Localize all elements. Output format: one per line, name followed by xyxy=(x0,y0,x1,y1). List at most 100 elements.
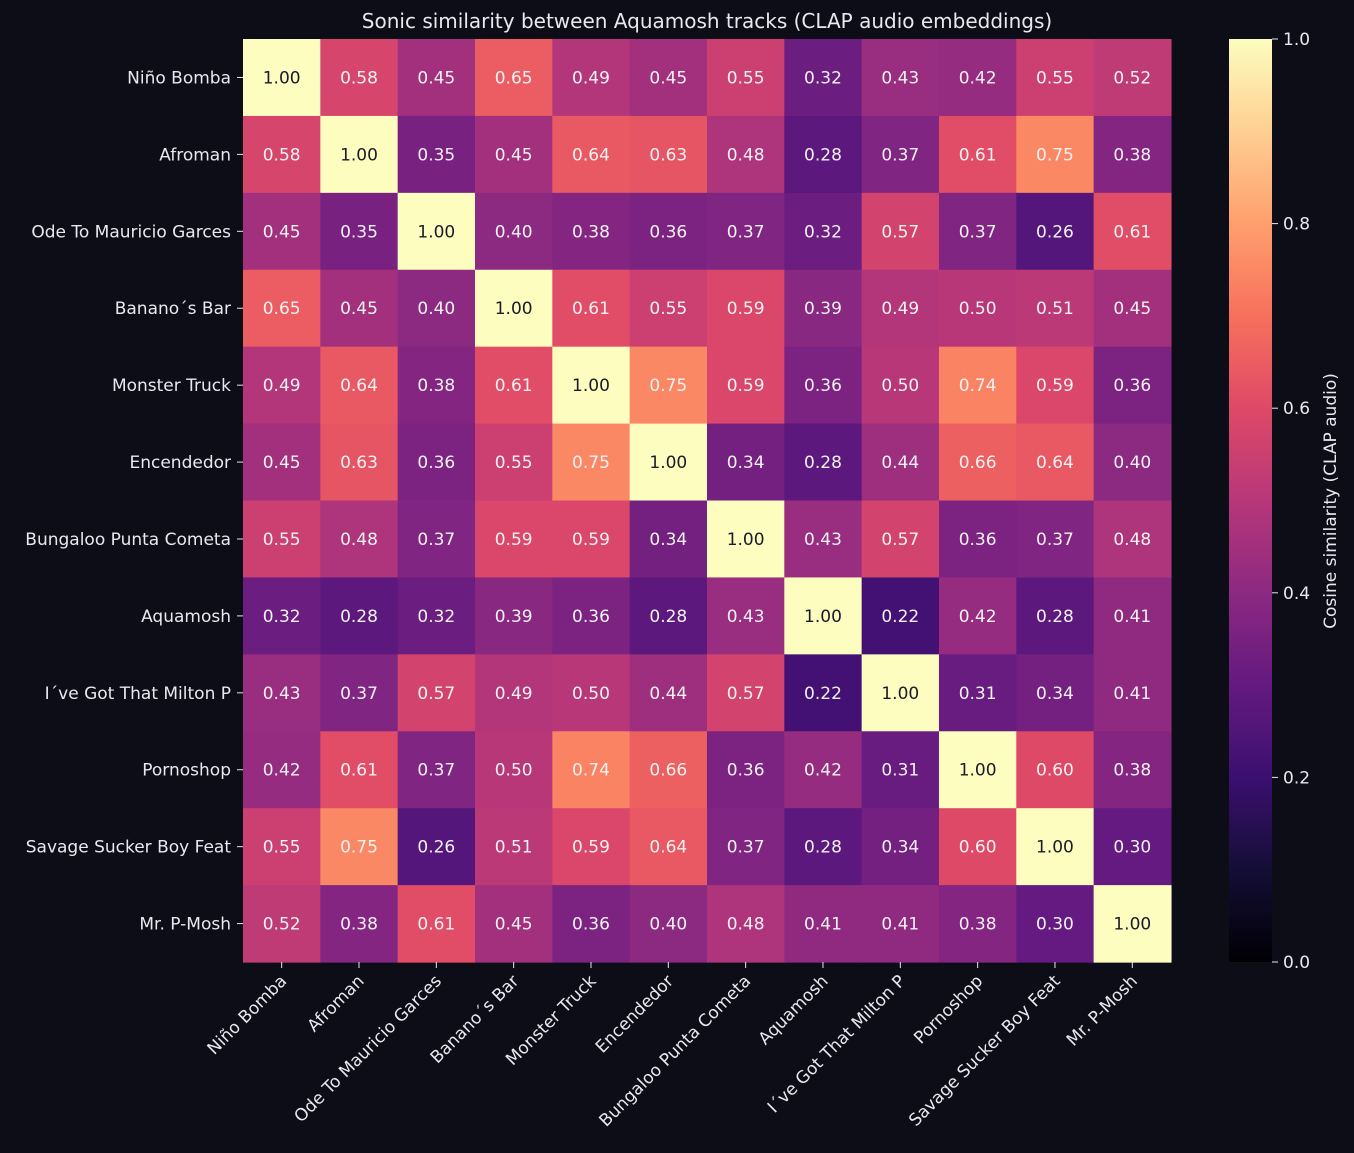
heatmap-cell-value: 0.28 xyxy=(804,838,842,858)
heatmap-cell-value: 0.40 xyxy=(417,299,455,319)
heatmap-cell-value: 0.50 xyxy=(959,299,997,319)
heatmap-cell-value: 0.37 xyxy=(959,222,997,242)
heatmap-cell xyxy=(861,885,940,963)
heatmap-cell xyxy=(320,808,399,886)
heatmap-cell xyxy=(938,346,1017,425)
heatmap-cell xyxy=(938,115,1017,194)
heatmap-cell-value: 0.61 xyxy=(417,915,455,935)
heatmap-cell xyxy=(784,423,863,502)
heatmap-cell xyxy=(706,39,785,117)
heatmap-cell-value: 1.00 xyxy=(727,530,765,550)
heatmap-cell-value: 0.49 xyxy=(263,376,301,396)
heatmap-cell xyxy=(629,654,708,732)
heatmap-cell-value: 0.61 xyxy=(1113,222,1151,242)
heatmap-cell xyxy=(706,885,785,963)
heatmap-cell xyxy=(629,192,708,271)
heatmap-cell xyxy=(861,808,940,886)
heatmap-cell xyxy=(1093,115,1172,194)
heatmap-cell xyxy=(629,39,708,117)
heatmap-cell-value: 0.65 xyxy=(263,299,301,319)
heatmap-cell xyxy=(938,577,1017,655)
heatmap-cell-value: 1.00 xyxy=(263,68,301,88)
colorbar-tick-label: 0.8 xyxy=(1283,215,1310,235)
heatmap-cell xyxy=(861,423,940,502)
heatmap-cell-value: 0.44 xyxy=(881,453,919,473)
heatmap-cell-value: 0.45 xyxy=(495,915,533,935)
heatmap-cell-value: 0.42 xyxy=(959,68,997,88)
row-tick-label: Bungaloo Punta Cometa xyxy=(25,530,231,550)
heatmap-cell-value: 0.41 xyxy=(1113,607,1151,627)
heatmap-cell-value: 0.65 xyxy=(495,68,533,88)
heatmap-cell-value: 0.32 xyxy=(417,607,455,627)
heatmap-cell xyxy=(320,423,399,502)
heatmap-cell-value: 1.00 xyxy=(1036,838,1074,858)
heatmap-cell xyxy=(629,808,708,886)
heatmap-cell-value: 0.39 xyxy=(804,299,842,319)
heatmap-cells xyxy=(243,39,1172,963)
heatmap-cell xyxy=(784,500,863,579)
heatmap-cell xyxy=(629,423,708,502)
heatmap-cell-value: 0.57 xyxy=(727,684,765,704)
heatmap-cell xyxy=(629,885,708,963)
heatmap-cell xyxy=(938,192,1017,271)
heatmap-cell xyxy=(1093,654,1172,732)
heatmap-cell xyxy=(552,192,631,271)
heatmap-cell-value: 0.26 xyxy=(417,838,455,858)
heatmap-cell-value: 0.40 xyxy=(1113,453,1151,473)
heatmap-cell xyxy=(1093,577,1172,655)
heatmap-cell-value: 1.00 xyxy=(495,299,533,319)
heatmap-cell xyxy=(938,500,1017,579)
heatmap-cell-value: 0.41 xyxy=(1113,684,1151,704)
heatmap-cell-value: 0.50 xyxy=(881,376,919,396)
heatmap-cell xyxy=(397,192,476,271)
heatmap-cell xyxy=(243,731,321,809)
colorbar-tick-label: 0.0 xyxy=(1283,953,1310,973)
heatmap-cell-value: 0.38 xyxy=(417,376,455,396)
heatmap-cell-value: 0.55 xyxy=(649,299,687,319)
heatmap-cell xyxy=(1016,808,1095,886)
heatmap-cell-value: 0.49 xyxy=(881,299,919,319)
heatmap-cell xyxy=(552,423,631,502)
heatmap-cell-value: 0.35 xyxy=(340,222,378,242)
heatmap-cell xyxy=(552,654,631,732)
heatmap-cell xyxy=(784,577,863,655)
heatmap-cell-value: 0.49 xyxy=(495,684,533,704)
row-tick-label: I´ve Got That Milton P xyxy=(45,684,231,704)
heatmap-cell-value: 0.59 xyxy=(495,530,533,550)
heatmap-cell-value: 0.42 xyxy=(959,607,997,627)
heatmap-cell xyxy=(320,39,399,117)
heatmap-cell-value: 0.49 xyxy=(572,68,610,88)
heatmap-cell-value: 0.64 xyxy=(1036,453,1074,473)
heatmap-cell-value: 0.42 xyxy=(263,761,301,781)
heatmap-cell-value: 0.38 xyxy=(572,222,610,242)
heatmap-cell-value: 0.51 xyxy=(1036,299,1074,319)
heatmap-cell xyxy=(861,731,940,809)
heatmap-cell xyxy=(1093,731,1172,809)
heatmap-cell xyxy=(861,577,940,655)
heatmap-cell-value: 0.64 xyxy=(340,376,378,396)
heatmap-cell xyxy=(1093,885,1172,963)
heatmap-cell xyxy=(784,885,863,963)
heatmap-cell xyxy=(938,885,1017,963)
heatmap-cell xyxy=(243,654,321,732)
heatmap-cell xyxy=(938,39,1017,117)
heatmap-cell xyxy=(1016,577,1095,655)
heatmap-cell xyxy=(320,346,399,425)
heatmap-cell-value: 0.36 xyxy=(649,222,687,242)
heatmap-cell xyxy=(1016,115,1095,194)
heatmap-cell-value: 0.59 xyxy=(1036,376,1074,396)
heatmap-cell-value: 0.59 xyxy=(727,376,765,396)
heatmap-cell-value: 0.45 xyxy=(649,68,687,88)
heatmap-cell-value: 0.32 xyxy=(804,222,842,242)
row-tick-label: Niño Bomba xyxy=(127,68,231,88)
heatmap-cell-value: 0.55 xyxy=(263,530,301,550)
heatmap-cell xyxy=(784,269,863,348)
heatmap-cell xyxy=(706,654,785,732)
heatmap-cell-value: 0.74 xyxy=(572,761,610,781)
heatmap-cell-value: 0.55 xyxy=(1036,68,1074,88)
heatmap-cell xyxy=(706,346,785,425)
heatmap-cell-value: 0.38 xyxy=(1113,145,1151,165)
colorbar-label: Cosine similarity (CLAP audio) xyxy=(1321,373,1341,629)
heatmap-cell-value: 0.66 xyxy=(649,761,687,781)
heatmap-cell-value: 0.28 xyxy=(804,145,842,165)
